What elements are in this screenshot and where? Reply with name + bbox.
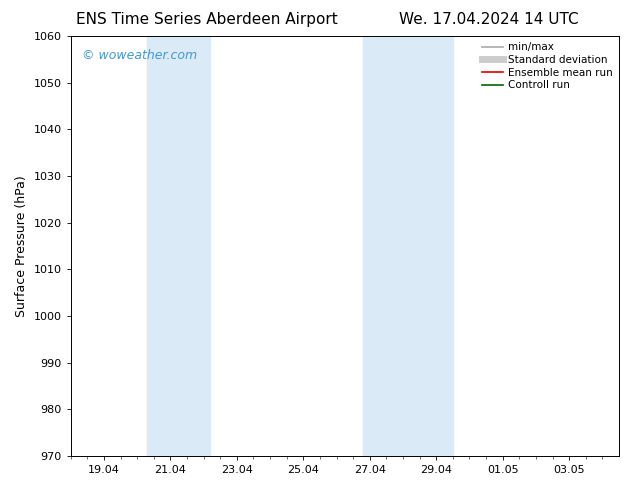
Bar bbox=[363, 36, 453, 456]
Text: © woweather.com: © woweather.com bbox=[82, 49, 197, 62]
Text: ENS Time Series Aberdeen Airport: ENS Time Series Aberdeen Airport bbox=[76, 12, 338, 27]
Bar bbox=[147, 36, 210, 456]
Y-axis label: Surface Pressure (hPa): Surface Pressure (hPa) bbox=[15, 175, 28, 317]
Legend: min/max, Standard deviation, Ensemble mean run, Controll run: min/max, Standard deviation, Ensemble me… bbox=[478, 38, 617, 95]
Text: We. 17.04.2024 14 UTC: We. 17.04.2024 14 UTC bbox=[399, 12, 579, 27]
